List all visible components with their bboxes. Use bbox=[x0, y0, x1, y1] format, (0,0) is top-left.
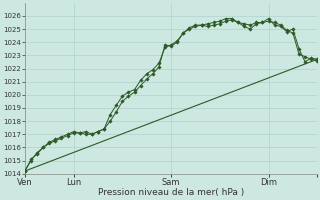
X-axis label: Pression niveau de la mer( hPa ): Pression niveau de la mer( hPa ) bbox=[98, 188, 244, 197]
